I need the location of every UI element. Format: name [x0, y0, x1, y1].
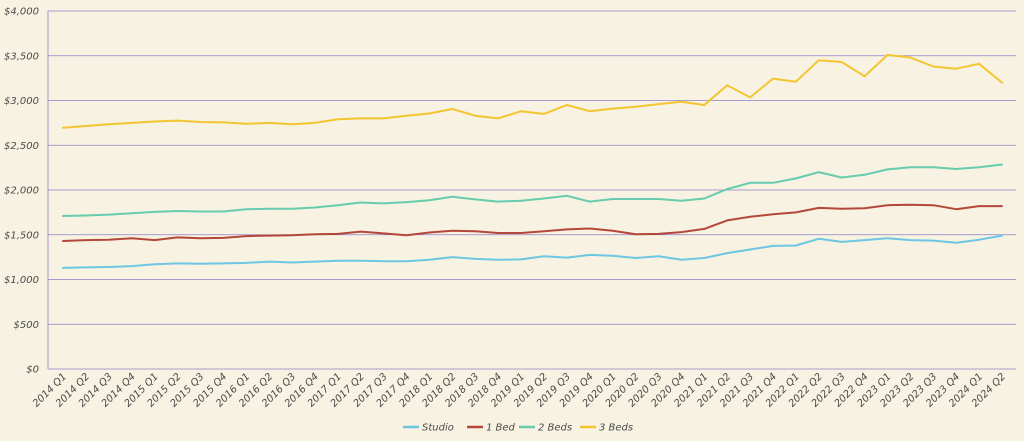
series-lines: [62, 53, 1003, 269]
y-tick-label: $500: [14, 320, 39, 331]
series-line-studio: [62, 234, 1003, 269]
legend-label-1-bed: 1 Bed: [486, 423, 516, 434]
series-line-1-bed: [62, 203, 1003, 242]
y-tick-label: $0: [26, 365, 39, 376]
grid-lines: [47, 10, 1016, 370]
legend-label-3-beds: 3 Beds: [599, 423, 633, 434]
y-tick-label: $3,000: [4, 96, 39, 107]
y-tick-label: $1,500: [4, 230, 39, 241]
series-line-3-beds: [62, 53, 1003, 129]
y-axis: $0 $500 $1,000 $1,500 $2,000 $2,500 $3,000 $3,5…: [4, 7, 39, 376]
y-tick-label: $3,500: [4, 51, 39, 62]
series-line-2-beds: [62, 163, 1003, 217]
y-tick-label: $2,000: [4, 186, 39, 197]
y-tick-label: $2,500: [4, 141, 39, 152]
legend-label-2-beds: 2 Beds: [538, 423, 572, 434]
y-tick-label: $4,000: [4, 7, 39, 18]
legend: Studio 1 Bed 2 Beds 3 Beds: [403, 423, 633, 434]
legend-label-studio: Studio: [422, 423, 454, 434]
y-tick-label: $1,000: [4, 275, 39, 286]
